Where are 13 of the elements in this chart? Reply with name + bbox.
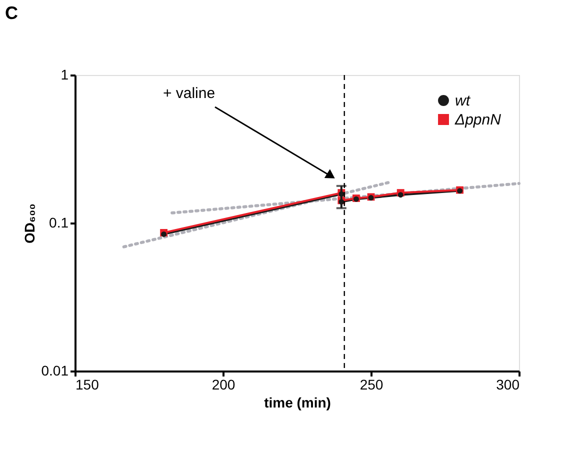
legend-label: ΔppnN: [454, 112, 502, 128]
y-tick-label: 0.01: [41, 362, 69, 378]
x-axis-title: time (min): [264, 394, 331, 410]
legend-label: wt: [455, 92, 471, 110]
y-axis-title: OD₆₀₀: [21, 204, 38, 244]
chart-title: C: [5, 3, 18, 23]
x-tick-label: 250: [360, 376, 384, 392]
x-tick-label: 150: [76, 376, 100, 392]
x-tick-label: 200: [212, 376, 236, 392]
annotation: + valine: [162, 85, 216, 102]
y-tick-label: 0.1: [49, 214, 69, 230]
x-tick-label: 300: [496, 376, 520, 392]
y-tick-label: 1: [60, 66, 69, 82]
